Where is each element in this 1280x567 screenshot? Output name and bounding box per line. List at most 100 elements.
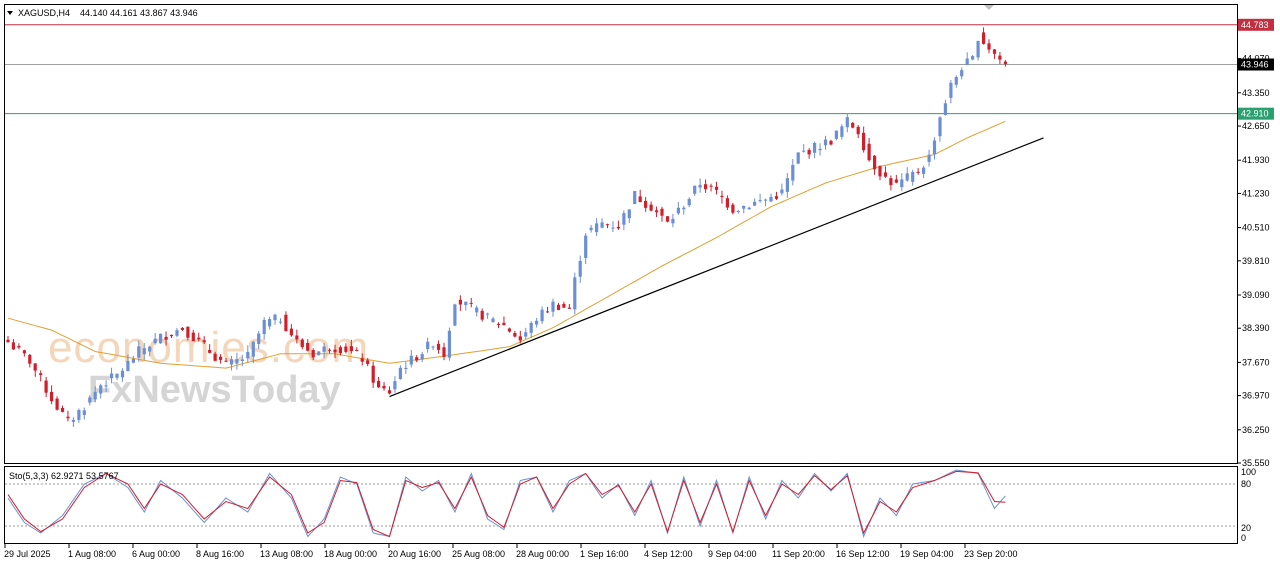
candle: [813, 141, 817, 159]
candle: [693, 185, 697, 196]
candle: [704, 179, 708, 193]
candle: [469, 297, 473, 308]
shift-marker-icon[interactable]: [984, 5, 994, 10]
candle: [349, 339, 353, 354]
candle: [976, 40, 980, 61]
candle: [148, 345, 152, 357]
candle: [387, 386, 392, 395]
candle: [88, 395, 92, 406]
dropdown-triangle-icon[interactable]: [7, 11, 13, 15]
candle: [420, 351, 424, 362]
candle: [284, 311, 288, 332]
x-axis: 29 Jul 2025 1 Aug 08:00 6 Aug 00:00 8 Aug 1…: [4, 544, 1018, 559]
candle: [551, 298, 555, 317]
candle: [39, 370, 43, 382]
price-tag: 42.910: [1238, 107, 1274, 120]
candle: [169, 334, 174, 339]
candle: [600, 218, 604, 229]
candle: [409, 349, 413, 368]
sto-level-80: 80: [1241, 479, 1251, 489]
candle: [622, 210, 626, 231]
candle: [426, 337, 430, 353]
candle: [540, 306, 544, 325]
candle: [676, 201, 680, 215]
candlesticks: [6, 27, 1007, 427]
candle: [458, 295, 462, 311]
candle: [725, 195, 729, 211]
candle: [131, 355, 135, 364]
candle: [638, 189, 642, 203]
candle: [556, 302, 561, 311]
candle: [644, 197, 648, 212]
x-tick-label: 19 Sep 04:00: [900, 549, 954, 559]
price-tag: 44.783: [1238, 18, 1274, 31]
candle: [943, 99, 947, 116]
candle: [229, 355, 234, 371]
candle: [382, 381, 386, 391]
indicator-panel-frame: [4, 466, 1238, 544]
candle: [971, 54, 975, 61]
candle: [616, 220, 620, 230]
candle: [491, 316, 495, 323]
candle: [873, 155, 877, 175]
trendline[interactable]: [389, 137, 1044, 398]
candle: [77, 408, 81, 423]
x-tick-label: 8 Aug 16:00: [196, 549, 244, 559]
candle: [818, 143, 822, 156]
x-tick-label: 6 Aug 00:00: [132, 549, 180, 559]
candle: [774, 191, 779, 201]
symbol-label: XAGUSD,H4: [18, 8, 70, 18]
candle: [954, 75, 958, 88]
candle: [55, 396, 59, 411]
candle: [682, 205, 686, 215]
y-tick-label: 35.550: [1242, 458, 1270, 468]
candle: [578, 255, 582, 283]
candle: [278, 318, 283, 325]
ma-line: [7, 120, 1006, 369]
candle: [355, 347, 359, 352]
candle: [120, 368, 125, 382]
stochastic-label: Sto(5,3,3) 62.9271 53.5767: [9, 471, 119, 481]
candle: [714, 181, 719, 195]
candle: [862, 126, 866, 153]
candle: [224, 357, 228, 363]
candle: [785, 173, 789, 198]
candle: [240, 354, 244, 367]
candle: [764, 198, 768, 207]
candle: [289, 324, 293, 337]
x-tick-label: 29 Jul 2025: [4, 549, 51, 559]
candle: [366, 357, 370, 367]
price-tag: 43.946: [1238, 58, 1274, 71]
candle: [589, 224, 593, 233]
candle: [932, 137, 937, 160]
candle: [11, 339, 15, 350]
candle: [191, 329, 195, 342]
y-tick-label: 36.250: [1242, 425, 1270, 435]
candle: [1003, 59, 1007, 67]
x-tick-label: 11 Sep 20:00: [772, 549, 825, 559]
candle: [747, 206, 751, 210]
candle: [480, 308, 484, 322]
y-tick-label: 39.090: [1242, 290, 1270, 300]
candle: [573, 272, 577, 315]
candle: [486, 312, 490, 319]
candle: [791, 159, 795, 186]
candle: [758, 193, 762, 203]
y-tick-label: 37.670: [1242, 357, 1270, 367]
x-tick-label: 18 Aug 00:00: [324, 549, 377, 559]
candle: [257, 330, 261, 349]
candle: [317, 351, 321, 356]
candle: [905, 167, 909, 182]
candle: [453, 303, 457, 327]
candle: [507, 327, 511, 333]
candle: [142, 342, 146, 361]
candle: [878, 165, 882, 181]
candle: [213, 351, 217, 361]
candle: [82, 407, 86, 420]
candle: [153, 332, 157, 345]
x-tick-label: 20 Aug 16:00: [388, 549, 441, 559]
candle: [513, 330, 517, 338]
candle: [398, 365, 402, 380]
candle: [306, 339, 310, 352]
candle: [447, 327, 451, 361]
